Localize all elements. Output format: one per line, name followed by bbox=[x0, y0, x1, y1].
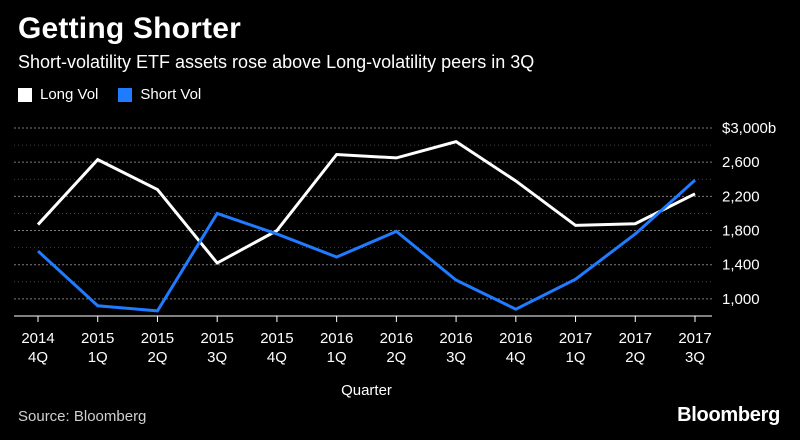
x-tick-label-quarter: 3Q bbox=[207, 349, 227, 366]
chart-title: Getting Shorter bbox=[18, 12, 242, 45]
x-tick-label-quarter: 1Q bbox=[566, 349, 586, 366]
x-tick-label-year: 2016 bbox=[320, 330, 353, 347]
y-tick-label: $3,000b bbox=[722, 120, 776, 137]
x-tick-label-year: 2016 bbox=[380, 330, 413, 347]
x-tick-label-year: 2017 bbox=[619, 330, 652, 347]
source-note: Source: Bloomberg bbox=[18, 408, 147, 425]
legend-label-short-vol: Short Vol bbox=[140, 86, 202, 103]
x-tick-label-year: 2017 bbox=[559, 330, 592, 347]
x-tick-label-year: 2016 bbox=[499, 330, 532, 347]
x-tick-label-quarter: 4Q bbox=[506, 349, 526, 366]
x-tick-label-quarter: 4Q bbox=[28, 349, 48, 366]
y-tick-label: 1,800 bbox=[722, 223, 760, 240]
x-tick-label-year: 2015 bbox=[200, 330, 233, 347]
y-tick-label: 2,600 bbox=[722, 154, 760, 171]
legend-item-long-vol: Long Vol bbox=[18, 86, 98, 103]
legend-swatch-short-vol bbox=[118, 87, 133, 102]
x-tick-label-quarter: 2Q bbox=[386, 349, 406, 366]
x-tick-label-quarter: 3Q bbox=[446, 349, 466, 366]
x-axis-title: Quarter bbox=[341, 382, 392, 399]
x-tick-label-year: 2015 bbox=[260, 330, 293, 347]
x-tick-label-year: 2015 bbox=[81, 330, 114, 347]
x-tick-label-quarter: 2Q bbox=[147, 349, 167, 366]
series-line-short-vol bbox=[36, 179, 697, 313]
x-tick-label-quarter: 3Q bbox=[685, 349, 705, 366]
legend-swatch-long-vol bbox=[18, 87, 32, 102]
y-tick-label: 1,400 bbox=[722, 257, 760, 274]
x-tick-label-year: 2015 bbox=[141, 330, 174, 347]
x-tick-label-year: 2016 bbox=[439, 330, 472, 347]
x-tick-label-quarter: 1Q bbox=[88, 349, 108, 366]
x-tick-label-year: 2014 bbox=[21, 330, 54, 347]
y-tick-label: 1,000 bbox=[722, 291, 760, 308]
bloomberg-logo: Bloomberg bbox=[677, 404, 780, 426]
y-tick-label: 2,200 bbox=[722, 188, 760, 205]
legend-item-short-vol: Short Vol bbox=[118, 86, 201, 103]
legend: Long Vol Short Vol bbox=[18, 86, 221, 103]
x-tick-label-year: 2017 bbox=[678, 330, 711, 347]
legend-label-long-vol: Long Vol bbox=[40, 86, 99, 103]
x-tick-label-quarter: 1Q bbox=[327, 349, 347, 366]
series-line-long-vol bbox=[36, 140, 696, 265]
x-tick-label-quarter: 4Q bbox=[267, 349, 287, 366]
x-tick-label-quarter: 2Q bbox=[625, 349, 645, 366]
chart-subtitle: Short-volatility ETF assets rose above L… bbox=[18, 52, 535, 72]
